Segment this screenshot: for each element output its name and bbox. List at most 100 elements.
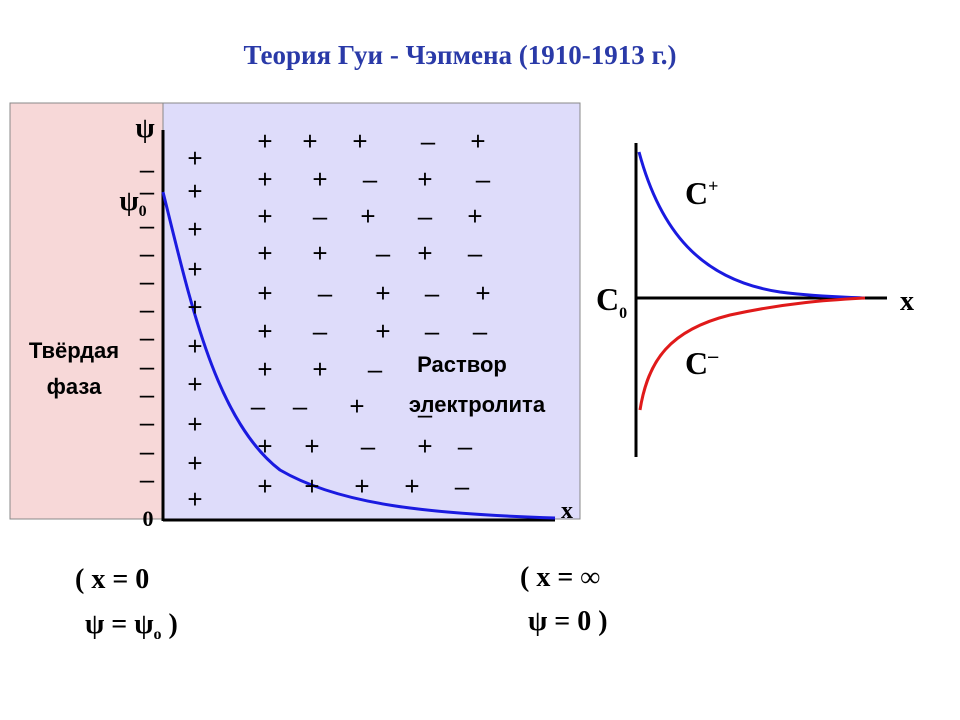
charge-sign: – [421,126,436,156]
charge-sign: – [318,278,333,308]
solution-label: Раствор [417,352,507,377]
condition: ( x = ∞ [520,562,600,593]
charge-sign: + [187,331,202,361]
psi0-symbol: ψ [119,186,138,217]
charge-sign: – [418,399,433,429]
charge-sign: – [425,278,440,308]
potential-curve [161,191,556,520]
charge-sign: + [257,354,272,384]
charge-sign: + [404,471,419,501]
charge-sign: – [140,210,155,240]
charge-sign: + [187,484,202,514]
c0-label: C0 [596,281,627,322]
solution-label: электролита [409,392,546,417]
charge-sign: – [376,238,391,268]
charge-sign: – [251,391,266,421]
c-minus-label: C– [685,345,719,381]
charge-sign: + [475,278,490,308]
charge-sign: – [473,316,488,346]
charge-sign: – [140,154,155,184]
charge-sign: + [352,126,367,156]
charge-sign: + [312,238,327,268]
condition: ( x = 0 [75,564,149,595]
c-symbol: C [685,345,708,381]
charge-sign: + [470,126,485,156]
x-label: x [900,286,914,317]
charge-sign: – [361,431,376,461]
origin-label: 0 [143,506,154,531]
condition: ψ = 0 ) [528,606,608,637]
charge-sign: – [140,407,155,437]
charge-sign: + [187,214,202,244]
psi0-label: ψ0 [119,186,146,220]
charge-sign: – [140,266,155,296]
charge-sign: + [187,292,202,322]
charge-sign: + [257,201,272,231]
solid-phase-area [9,102,164,520]
charge-sign: – [140,322,155,352]
charge-sign: – [418,201,433,231]
charge-sign: + [360,201,375,231]
charge-sign: + [187,176,202,206]
charge-sign: – [140,238,155,268]
charge-sign: + [467,201,482,231]
charge-sign: – [140,176,155,206]
charge-sign: – [455,471,470,501]
charge-sign: + [187,254,202,284]
charges: ––––––––––––+++++++++++ + + – ++ + – + –+ – + – ++ + –… [140,126,491,514]
charge-sign: – [313,201,328,231]
condition-subscript: o [153,626,161,643]
charge-sign: – [140,464,155,494]
charge-sign: + [302,126,317,156]
c-plus-label: C+ [685,175,718,211]
charge-sign: + [354,471,369,501]
condition: ψ = ψo ) [85,609,178,643]
charge-sign: – [140,436,155,466]
charge-sign: + [312,354,327,384]
charge-sign: – [313,316,328,346]
charge-sign: + [312,164,327,194]
charge-sign: – [363,164,378,194]
c-superscript: – [707,345,719,367]
charge-sign: – [368,354,383,384]
charge-sign: + [417,164,432,194]
condition-text: ψ = ψ [85,609,153,640]
c-symbol: C [685,175,708,211]
psi-label: ψ [135,113,154,144]
title: Теория Гуи - Чэпмена (1910-1913 г.) [243,40,676,70]
charge-sign: + [304,431,319,461]
charge-sign: + [257,431,272,461]
charge-sign: – [140,351,155,381]
condition-text: ) [161,609,177,640]
solid-phase-label: фаза [47,374,102,399]
charge-sign: + [257,316,272,346]
charge-sign: + [304,471,319,501]
charge-sign: – [468,238,483,268]
charge-sign: – [458,431,473,461]
c-symbol: C [596,281,619,317]
c-subscript: 0 [619,305,627,322]
charge-sign: + [375,316,390,346]
charge-sign: + [417,431,432,461]
charge-sign: + [257,471,272,501]
charge-sign: + [349,391,364,421]
charge-sign: + [257,126,272,156]
charge-sign: – [140,294,155,324]
c-superscript: + [708,176,718,196]
anion-curve [638,296,866,411]
x-label: x [561,498,573,524]
charge-sign: + [417,238,432,268]
solution-area [162,102,581,520]
charge-sign: – [425,316,440,346]
charge-sign: + [257,238,272,268]
charge-sign: + [187,448,202,478]
cation-curve [637,151,866,300]
charge-sign: + [375,278,390,308]
charge-sign: + [257,278,272,308]
charge-sign: + [187,409,202,439]
solid-phase-label: Твёрдая [29,338,119,363]
charge-sign: + [187,143,202,173]
charge-sign: – [293,391,308,421]
